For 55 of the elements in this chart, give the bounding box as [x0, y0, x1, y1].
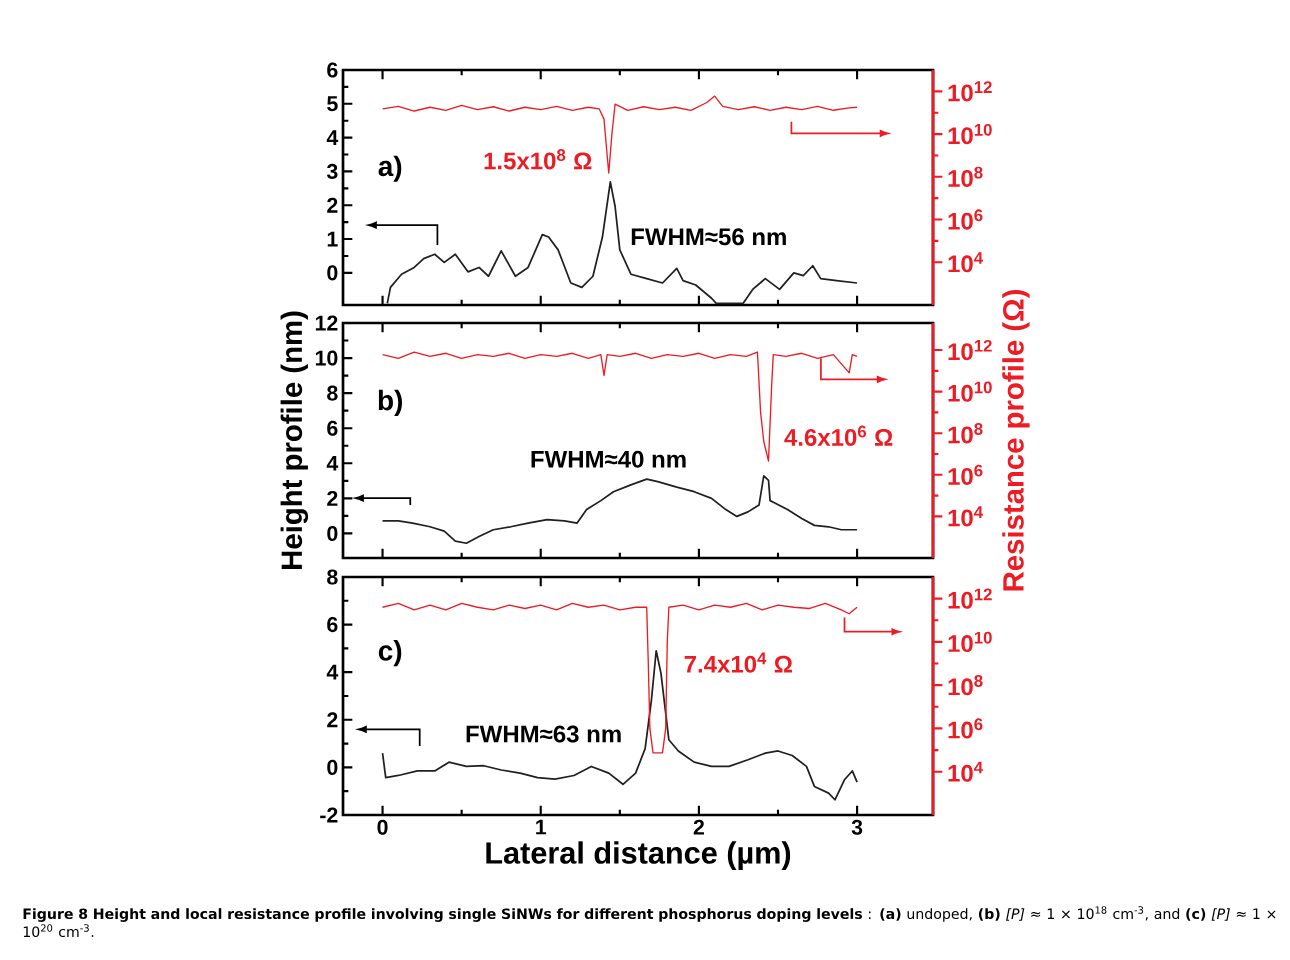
annotation: 4.6x10$^{6}$ Ω: [784, 425, 893, 446]
annotation: FWHM≈40 nm: [531, 450, 686, 468]
y-tick-label: 8: [327, 385, 338, 401]
annotation: a): [378, 155, 402, 182]
x-tick-label: 0: [377, 819, 388, 835]
y2-tick-label: 10$^{6}$: [948, 718, 983, 739]
y2-tick-label: 10$^{8}$: [948, 423, 983, 444]
y-tick-label: 4: [326, 130, 339, 145]
y-tick-label: 0: [327, 525, 338, 541]
y2-tick-label: 10$^{6}$: [948, 209, 983, 230]
line-series: [381, 475, 858, 545]
line-series: [386, 181, 858, 305]
y-tick-label: 2: [327, 712, 338, 728]
y-tick-label: 1: [327, 231, 338, 247]
y-tick-label: -2: [320, 807, 338, 823]
y2-tick-label: 10$^{10}$: [948, 123, 992, 145]
x-tick-label: 1: [536, 819, 547, 835]
text: Figure 8 Height and local resistance profile involving single SiNWs for different phosphorus doping levels : (a) undoped, (b) [P] ≈ 1 × 10$^{18}$ cm$^{-3}$, and (c) [P] ≈ 1 × 10$^{20}$ cm$^{-3}$.: [23, 906, 1276, 938]
y2-tick-label: 10$^{12}$: [948, 588, 992, 609]
y-tick-label: 3: [326, 163, 338, 179]
y-axis-title: Height profile (nm): [280, 311, 309, 569]
y2-tick-label: 10$^{4}$: [948, 506, 983, 527]
y-tick-label: 8: [327, 569, 338, 585]
y2-tick-label: 10$^{8}$: [948, 166, 983, 187]
y2-tick-label: 10$^{12}$: [948, 339, 992, 361]
line-series: [381, 602, 858, 754]
y2-axis-title: Resistance profile (Ω): [1002, 290, 1030, 591]
x-tick-label: 2: [693, 819, 704, 835]
y-tick-label: 2: [327, 490, 338, 506]
y2-tick-label: 10$^{8}$: [948, 675, 983, 696]
y2-tick-label: 10$^{10}$: [948, 631, 992, 653]
y-tick-label: 4: [326, 455, 339, 471]
y-tick-label: 6: [327, 62, 338, 78]
x-axis-title: Lateral distance (µm): [486, 841, 791, 870]
y-tick-label: 4: [326, 664, 339, 680]
y2-tick-label: 10$^{10}$: [948, 381, 992, 402]
y-tick-label: 12: [315, 315, 338, 331]
annotation: c): [378, 640, 402, 667]
annotation: b): [378, 389, 403, 416]
y2-tick-label: 10$^{6}$: [948, 464, 983, 485]
annotation: FWHM≈56 nm: [631, 228, 786, 246]
annotation: 1.5x10$^{8}$ Ω: [484, 149, 592, 170]
y2-tick-label: 10$^{12}$: [948, 81, 992, 102]
y-tick-label: 2: [327, 197, 338, 213]
y-tick-label: 5: [327, 96, 338, 112]
y2-tick-label: 10$^{4}$: [948, 252, 983, 273]
y-tick-label: 6: [327, 617, 338, 633]
y-tick-label: 10: [315, 350, 338, 366]
y-tick-label: 0: [327, 759, 338, 775]
y-tick-label: 6: [327, 420, 338, 436]
annotation: FWHM≈63 nm: [466, 725, 621, 743]
x-tick-label: 3: [851, 819, 863, 835]
y-tick-label: 0: [327, 265, 338, 281]
y2-tick-label: 10$^{4}$: [948, 761, 983, 782]
annotation: 7.4x10$^{4}$ Ω: [684, 652, 792, 673]
